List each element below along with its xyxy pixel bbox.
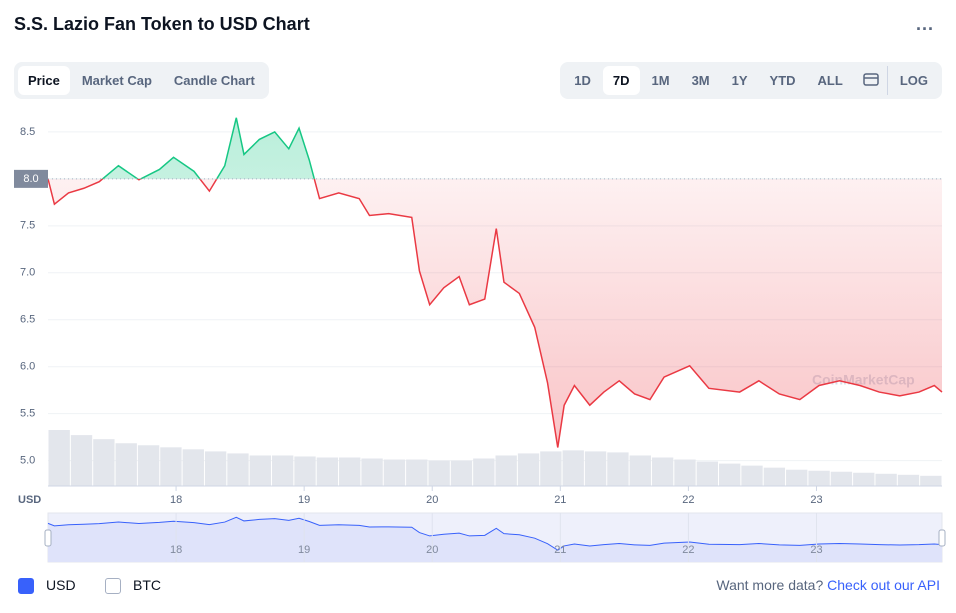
area-up — [48, 117, 942, 179]
volume-bar — [875, 473, 897, 486]
x-tick-label: 19 — [298, 494, 310, 506]
volume-bar — [406, 459, 428, 486]
area-down — [48, 178, 942, 448]
range-button[interactable]: LOG — [899, 73, 928, 88]
navigator-tick-label: 20 — [426, 544, 438, 556]
volume-bar — [316, 457, 339, 486]
y-tick-label: 7.5 — [20, 220, 35, 232]
volume-bar — [808, 470, 830, 486]
prompt: Want more data? — [716, 577, 824, 593]
tab[interactable]: Market Cap — [81, 73, 152, 88]
volume-bar — [607, 452, 629, 486]
volume-bar — [741, 465, 763, 486]
volume-bar — [495, 455, 517, 486]
volume-bar — [70, 435, 93, 486]
volume-bar — [719, 463, 741, 486]
menu[interactable]: ... — [915, 14, 934, 34]
navigator-tick-label: 21 — [554, 544, 566, 556]
calendar-icon[interactable] — [855, 66, 888, 95]
volume-bar — [517, 453, 540, 486]
volume-bar — [383, 459, 406, 486]
range-group: 1D 7D 1M 3M 1Y YTD ALL LOG — [560, 62, 942, 99]
volume-bar — [473, 458, 495, 486]
volume-bar — [562, 450, 584, 486]
x-tick-label: 18 — [170, 494, 182, 506]
volume-bar — [137, 445, 160, 486]
y-tick-label: 8.5 — [20, 126, 35, 138]
checkbox[interactable] — [18, 578, 34, 595]
volume-bar — [584, 451, 607, 486]
x-tick-label: 21 — [554, 494, 566, 506]
volume-bar — [897, 474, 920, 486]
range-button[interactable]: 3M — [691, 73, 710, 88]
volume-bar — [272, 455, 294, 486]
navigator-handle[interactable] — [44, 529, 52, 547]
y-tick-label: 5.5 — [20, 408, 35, 420]
volume-bar — [160, 447, 182, 486]
x-axis-label: USD — [18, 494, 41, 506]
range-button[interactable]: 7D — [602, 66, 640, 95]
navigator-tick-label: 23 — [810, 544, 822, 556]
volume-bar — [540, 451, 562, 486]
baseline-tag — [14, 169, 48, 188]
volume-bar — [48, 430, 70, 486]
range-button[interactable]: ALL — [817, 73, 843, 88]
btc-option[interactable]: BTC — [105, 577, 161, 595]
price-line-down — [47, 178, 943, 448]
volume-bar — [696, 461, 718, 486]
volume-bar — [763, 467, 786, 486]
tab[interactable]: Candle Chart — [173, 73, 255, 88]
checkbox[interactable] — [105, 578, 121, 595]
api-link[interactable]: Check out our API — [827, 577, 940, 593]
volume-bar — [115, 443, 137, 486]
tab-group: Price Market Cap Candle Chart — [14, 62, 269, 99]
volume-bar — [853, 472, 875, 486]
baseline-label: 8.0 — [23, 173, 38, 185]
volume-bar — [182, 449, 204, 486]
volume-bar — [450, 460, 473, 486]
volume-bar — [227, 453, 249, 486]
btc-label: BTC — [133, 577, 161, 593]
navigator-tick-label: 18 — [170, 544, 182, 556]
navigator-line — [47, 516, 943, 551]
usd-label: USD — [46, 577, 76, 593]
volume-bar — [830, 471, 853, 486]
y-tick-label: 6.5 — [20, 314, 35, 326]
volume-bar — [786, 469, 808, 486]
tab[interactable]: Price — [18, 66, 70, 95]
x-tick-label: 23 — [810, 494, 822, 506]
navigator-handle[interactable] — [938, 529, 946, 547]
range-button[interactable]: YTD — [769, 73, 796, 88]
navigator-area — [48, 517, 942, 562]
api-prompt: Want more data? Check out our API — [716, 577, 940, 593]
volume-bar — [629, 455, 651, 486]
volume-bar — [674, 459, 696, 486]
y-tick-label: 7.0 — [20, 267, 35, 279]
volume-bar — [428, 460, 450, 486]
volume-bar — [294, 456, 316, 486]
navigator-tick-label: 19 — [298, 544, 310, 556]
usd-option[interactable]: USD — [18, 577, 76, 595]
volume-bar — [204, 451, 227, 486]
x-tick-label: 20 — [426, 494, 438, 506]
volume-bar — [249, 455, 271, 486]
x-tick-label: 22 — [682, 494, 694, 506]
range-button[interactable]: 1Y — [731, 73, 748, 88]
y-tick-label: 5.0 — [20, 455, 35, 467]
volume-bar — [339, 457, 361, 486]
title: S.S. Lazio Fan Token to USD Chart — [14, 14, 310, 34]
range-button[interactable]: 1D — [574, 73, 591, 88]
calendar — [863, 73, 879, 86]
range-button[interactable]: 1M — [651, 73, 670, 88]
y-tick-label: 6.0 — [20, 361, 35, 373]
volume-bar — [651, 457, 674, 486]
chart: 5.05.56.06.57.07.58.08.5CoinMarketCap8.0… — [14, 117, 946, 563]
volume-bar — [93, 439, 115, 486]
volume-bar — [920, 475, 942, 486]
navigator-tick-label: 22 — [682, 544, 694, 556]
volume-bar — [361, 458, 383, 486]
